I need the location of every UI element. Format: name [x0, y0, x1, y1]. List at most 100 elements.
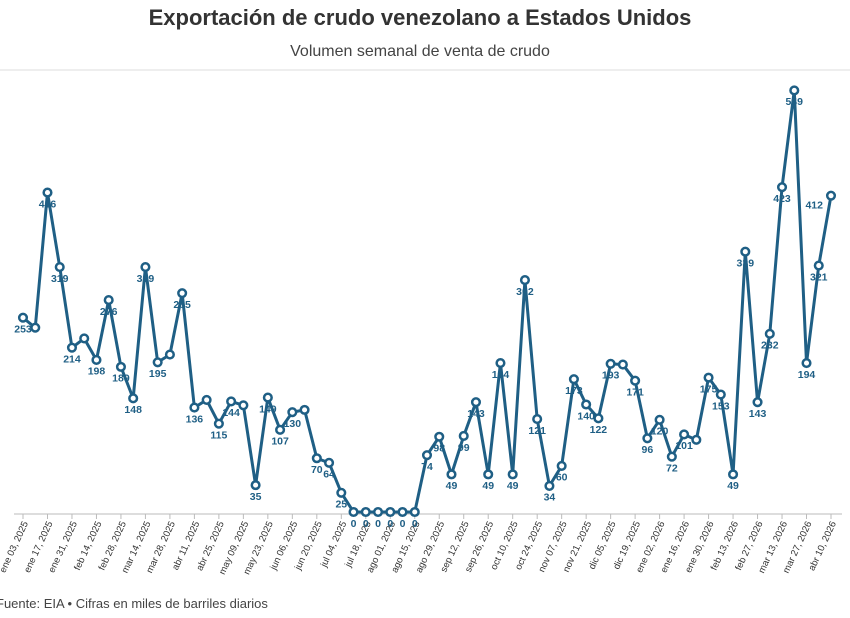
data-label: 0 [400, 518, 406, 530]
marker [164, 349, 175, 360]
marker [752, 397, 763, 408]
chart-title: Exportación de crudo venezolano a Estado… [149, 5, 692, 30]
data-label: 302 [516, 286, 534, 298]
marker [152, 357, 163, 368]
marker [605, 358, 616, 369]
marker [91, 354, 102, 366]
data-label: 319 [51, 273, 69, 285]
marker [17, 312, 29, 323]
chart-subtitle: Volumen semanal de venta de crudo [290, 43, 550, 60]
data-label: 143 [467, 408, 485, 420]
marker [372, 506, 384, 518]
marker [299, 404, 310, 415]
data-label: 140 [577, 410, 595, 422]
marker [617, 359, 628, 370]
data-label: 122 [590, 424, 608, 436]
data-label: 549 [786, 96, 804, 108]
marker [409, 506, 420, 518]
data-label: 416 [39, 198, 57, 210]
marker [495, 357, 506, 369]
marker [544, 480, 555, 491]
marker [66, 342, 78, 353]
marker [421, 450, 433, 461]
data-label: 130 [284, 418, 302, 430]
data-label: 285 [173, 299, 191, 311]
marker [654, 414, 665, 425]
marker [715, 389, 726, 400]
data-label: 194 [798, 369, 816, 381]
marker [446, 469, 457, 480]
data-label: 70 [311, 464, 323, 476]
marker [556, 460, 567, 471]
data-label: 49 [446, 480, 458, 492]
data-label: 35 [250, 491, 262, 503]
marker [30, 322, 41, 333]
data-label: 115 [210, 429, 227, 441]
marker [813, 260, 824, 271]
data-label: 96 [642, 444, 654, 456]
marker [385, 506, 396, 518]
marker [42, 187, 53, 198]
marker [764, 328, 775, 339]
data-label: 423 [773, 193, 791, 205]
marker [115, 361, 126, 372]
marker [776, 182, 788, 193]
data-label: 0 [351, 518, 357, 530]
data-label: 412 [805, 199, 823, 211]
data-label: 153 [712, 400, 730, 412]
data-label: 193 [602, 370, 620, 382]
marker [177, 288, 188, 299]
data-label: 232 [761, 340, 779, 352]
data-label: 34 [544, 492, 556, 504]
marker [470, 397, 482, 408]
marker [507, 469, 518, 480]
data-label: 107 [271, 436, 289, 448]
marker [789, 85, 800, 96]
marker [201, 394, 212, 405]
data-label: 276 [100, 306, 118, 318]
marker [740, 246, 751, 257]
marker [238, 400, 249, 411]
data-label: 319 [137, 273, 155, 285]
data-label: 194 [492, 369, 510, 381]
data-label: 120 [651, 426, 669, 438]
data-label: 148 [124, 404, 142, 416]
data-label: 0 [375, 518, 381, 530]
marker [483, 469, 494, 480]
marker [360, 506, 371, 518]
source-note: Fuente: EIA • Cifras en miles de barrile… [0, 596, 268, 611]
marker [311, 453, 322, 464]
marker [324, 457, 335, 468]
marker [458, 430, 469, 442]
marker [630, 375, 641, 386]
data-label: 98 [433, 443, 445, 455]
data-label: 321 [810, 271, 828, 283]
data-label: 149 [259, 403, 277, 415]
marker [189, 402, 200, 413]
marker [519, 275, 530, 286]
marker [728, 469, 739, 480]
marker [593, 413, 604, 424]
data-label: 173 [565, 385, 583, 397]
data-label: 0 [363, 518, 369, 530]
marker [213, 418, 224, 429]
marker [568, 374, 579, 385]
marker [287, 407, 298, 418]
data-label: 143 [749, 408, 767, 420]
marker [128, 393, 139, 404]
data-label: 0 [387, 518, 393, 530]
data-label: 121 [528, 425, 546, 437]
marker [262, 392, 273, 403]
data-label: 175 [700, 383, 718, 395]
data-label: 144 [222, 407, 240, 419]
data-label: 25 [335, 499, 347, 511]
data-label: 64 [323, 469, 335, 481]
data-label: 189 [112, 373, 130, 385]
data-label: 60 [556, 472, 568, 484]
marker [336, 487, 347, 498]
marker [103, 295, 114, 306]
marker [140, 262, 151, 273]
marker [801, 357, 812, 369]
data-label: 253 [14, 324, 32, 336]
